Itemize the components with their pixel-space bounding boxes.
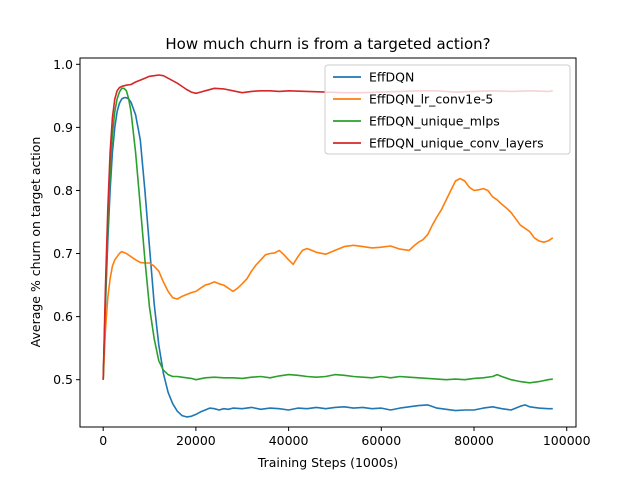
series-line-0 [102,96,553,418]
x-tick-label: 100000 [543,433,591,448]
plot-frame [79,57,577,428]
x-tick-label: 20000 [176,433,216,448]
y-axis-label: Average % churn on target action [28,137,43,348]
y-tick-label: 0.5 [53,372,73,387]
x-tick-label: 80000 [454,433,494,448]
y-tick-label: 0.6 [53,309,73,324]
x-tick-label: 40000 [269,433,309,448]
x-tick-label: 60000 [361,433,401,448]
x-axis-label: Training Steps (1000s) [257,455,398,470]
series-line-2 [102,87,553,384]
legend-label-2: EffDQN_unique_mlps [369,114,500,129]
chart-title: How much churn is from a targeted action… [165,35,490,53]
y-axis: 0.5 0.6 0.7 0.8 0.9 1.0 [53,57,80,387]
y-tick-label: 1.0 [53,57,73,72]
series-line-1 [102,177,554,380]
y-tick-label: 0.8 [53,183,73,198]
y-tick-label: 0.7 [53,246,73,261]
x-axis: 0 20000 40000 60000 80000 100000 [99,427,591,448]
legend-box [324,64,571,155]
y-tick-label: 0.9 [53,120,73,135]
legend: EffDQN EffDQN_lr_conv1e-5 EffDQN_unique_ml… [324,64,571,155]
x-tick-label: 0 [99,433,107,448]
legend-label-0: EffDQN [369,70,414,85]
legend-label-3: EffDQN_unique_conv_layers [369,136,544,151]
legend-label-1: EffDQN_lr_conv1e-5 [369,92,493,107]
